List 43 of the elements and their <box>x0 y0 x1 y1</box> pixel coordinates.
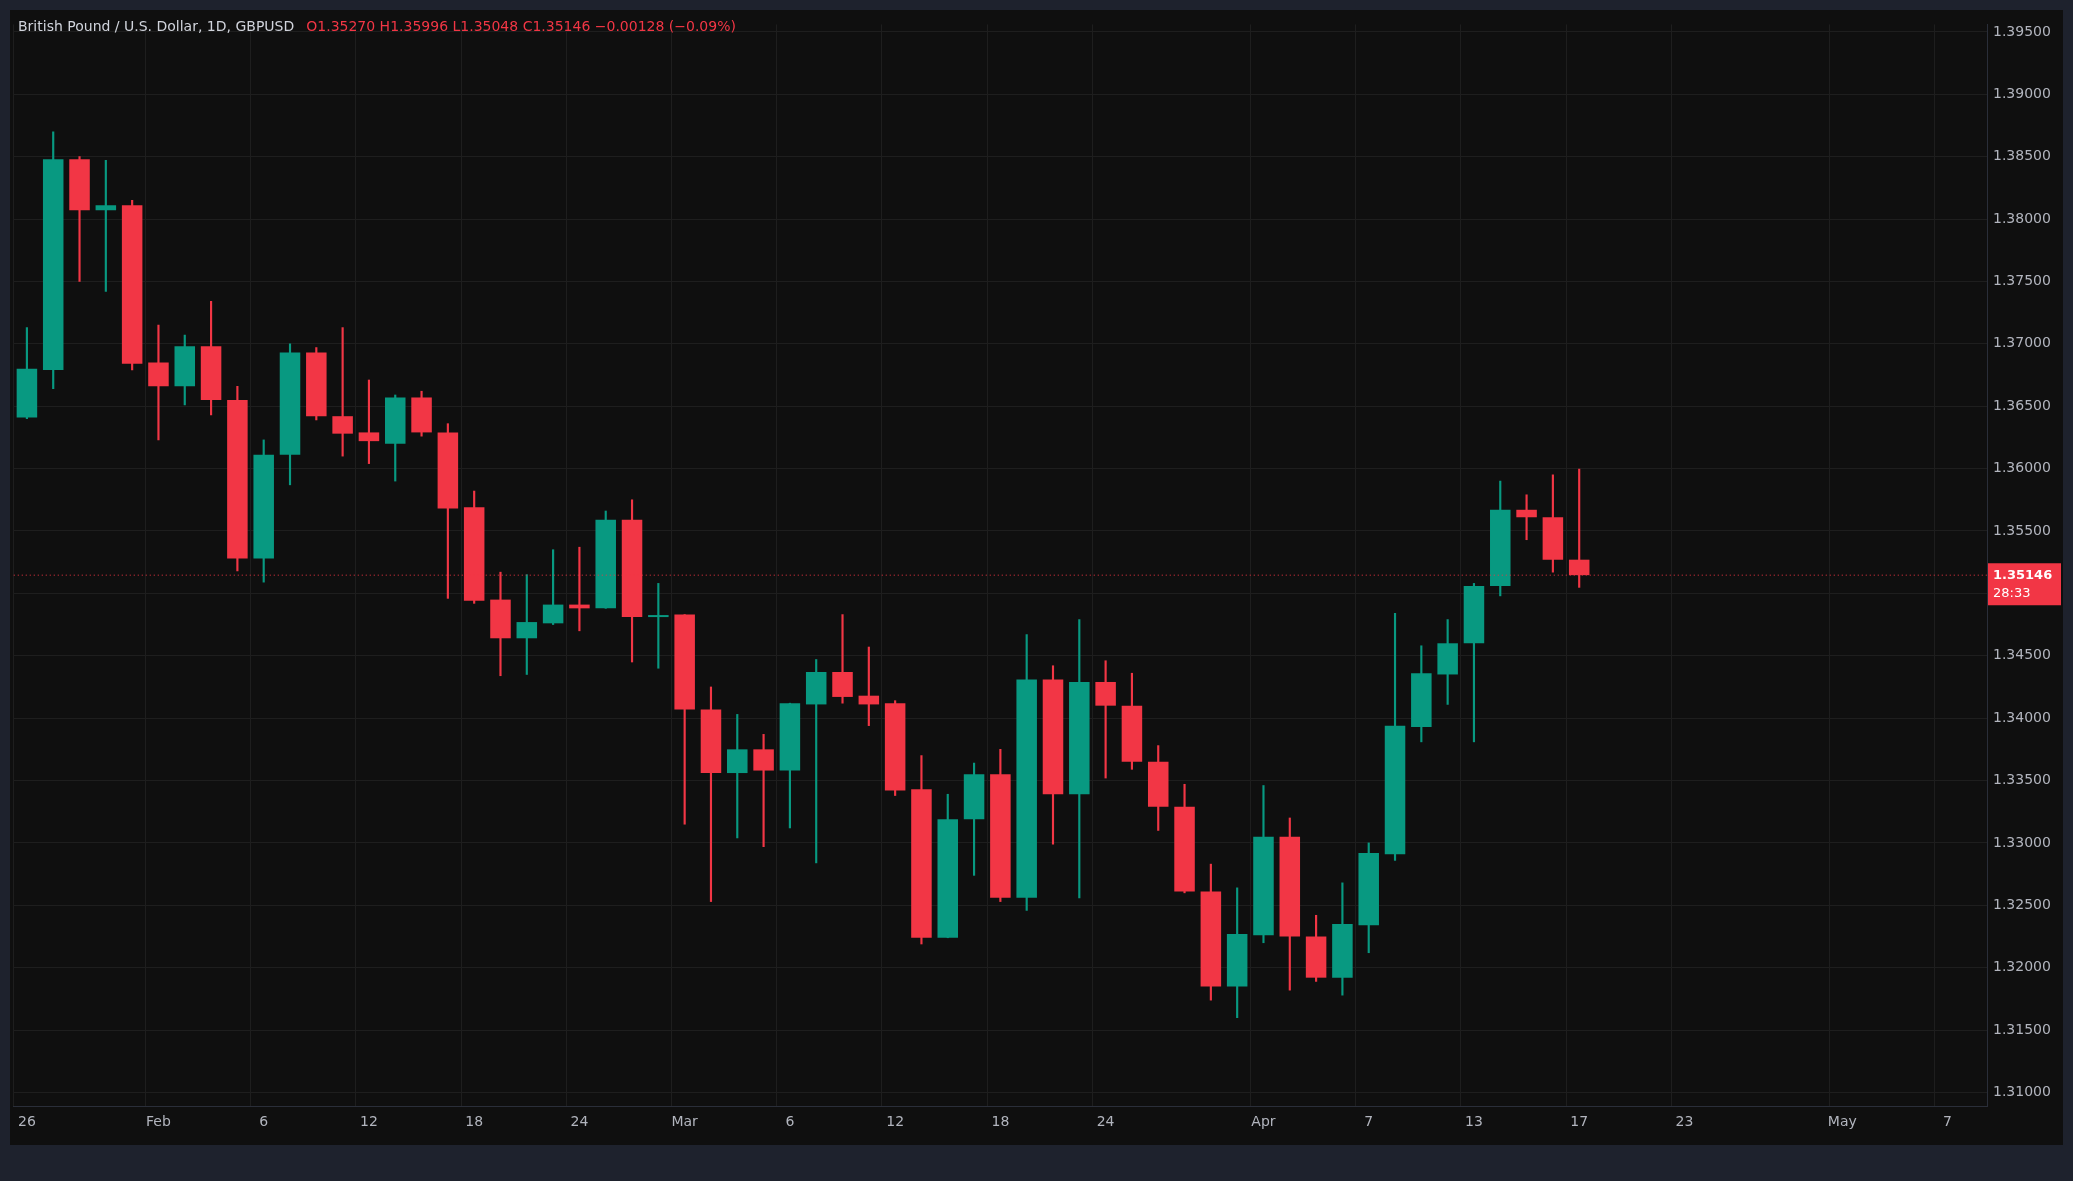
x-tick-label: 18 <box>991 1113 1010 1130</box>
x-tick-label: 24 <box>570 1113 589 1130</box>
y-tick-label: 1.38000 <box>1993 209 2051 226</box>
x-tick-label: 12 <box>360 1113 378 1130</box>
x-tick-label: 7 <box>1364 1113 1374 1130</box>
x-tick-label: 23 <box>1675 1113 1694 1130</box>
y-tick-label: 1.35500 <box>1993 521 2051 538</box>
y-tick-label: 1.34000 <box>1993 708 2051 725</box>
candlestick <box>832 614 853 704</box>
chart-subtitle: O1.35270 H1.35996 L1.35048 C1.35146 −0.00128 (−0.09%) <box>306 18 736 34</box>
x-tick-label: Mar <box>671 1113 699 1130</box>
y-tick-label: 1.34500 <box>1993 646 2051 663</box>
y-tick-label: 1.37500 <box>1993 272 2051 289</box>
text: 28:33 <box>1993 584 2031 600</box>
x-tick-label: 12 <box>886 1113 905 1130</box>
x-tick-label: May <box>1827 1113 1857 1130</box>
candlestick <box>648 583 669 669</box>
candlestick <box>148 324 169 441</box>
x-tick-label: 6 <box>785 1113 795 1130</box>
y-tick-label: 1.33500 <box>1993 771 2051 788</box>
ref-line-label: 1.35146 <box>1993 566 2053 582</box>
x-tick-label: 18 <box>465 1113 484 1130</box>
candlestick <box>1516 494 1537 541</box>
y-tick-label: 1.39000 <box>1993 84 2051 101</box>
x-tick-label: 7 <box>1943 1113 1952 1130</box>
y-tick-label: 1.36000 <box>1993 459 2051 476</box>
y-tick-label: 1.31000 <box>1993 1083 2051 1100</box>
y-tick-label: 1.36500 <box>1993 396 2051 413</box>
x-tick-label: 13 <box>1465 1113 1483 1130</box>
y-tick-label: 1.31500 <box>1993 1020 2051 1037</box>
y-tick-label: 1.38500 <box>1993 147 2051 164</box>
x-tick-label: Feb <box>146 1113 171 1130</box>
y-tick-label: 1.37000 <box>1993 334 2051 351</box>
y-tick-label: 1.32000 <box>1993 958 2051 975</box>
x-tick-label: 24 <box>1096 1113 1115 1130</box>
y-tick-label: 1.39500 <box>1993 22 2051 39</box>
x-tick-label: Apr <box>1251 1113 1276 1130</box>
chart-title: British Pound / U.S. Dollar, 1D, GBPUSD <box>18 18 295 34</box>
x-tick-label: 26 <box>17 1113 36 1130</box>
x-tick-label: 6 <box>259 1113 269 1130</box>
y-tick-label: 1.33000 <box>1993 833 2051 850</box>
y-tick-label: 1.32500 <box>1993 895 2051 912</box>
x-tick-label: 17 <box>1570 1113 1589 1130</box>
